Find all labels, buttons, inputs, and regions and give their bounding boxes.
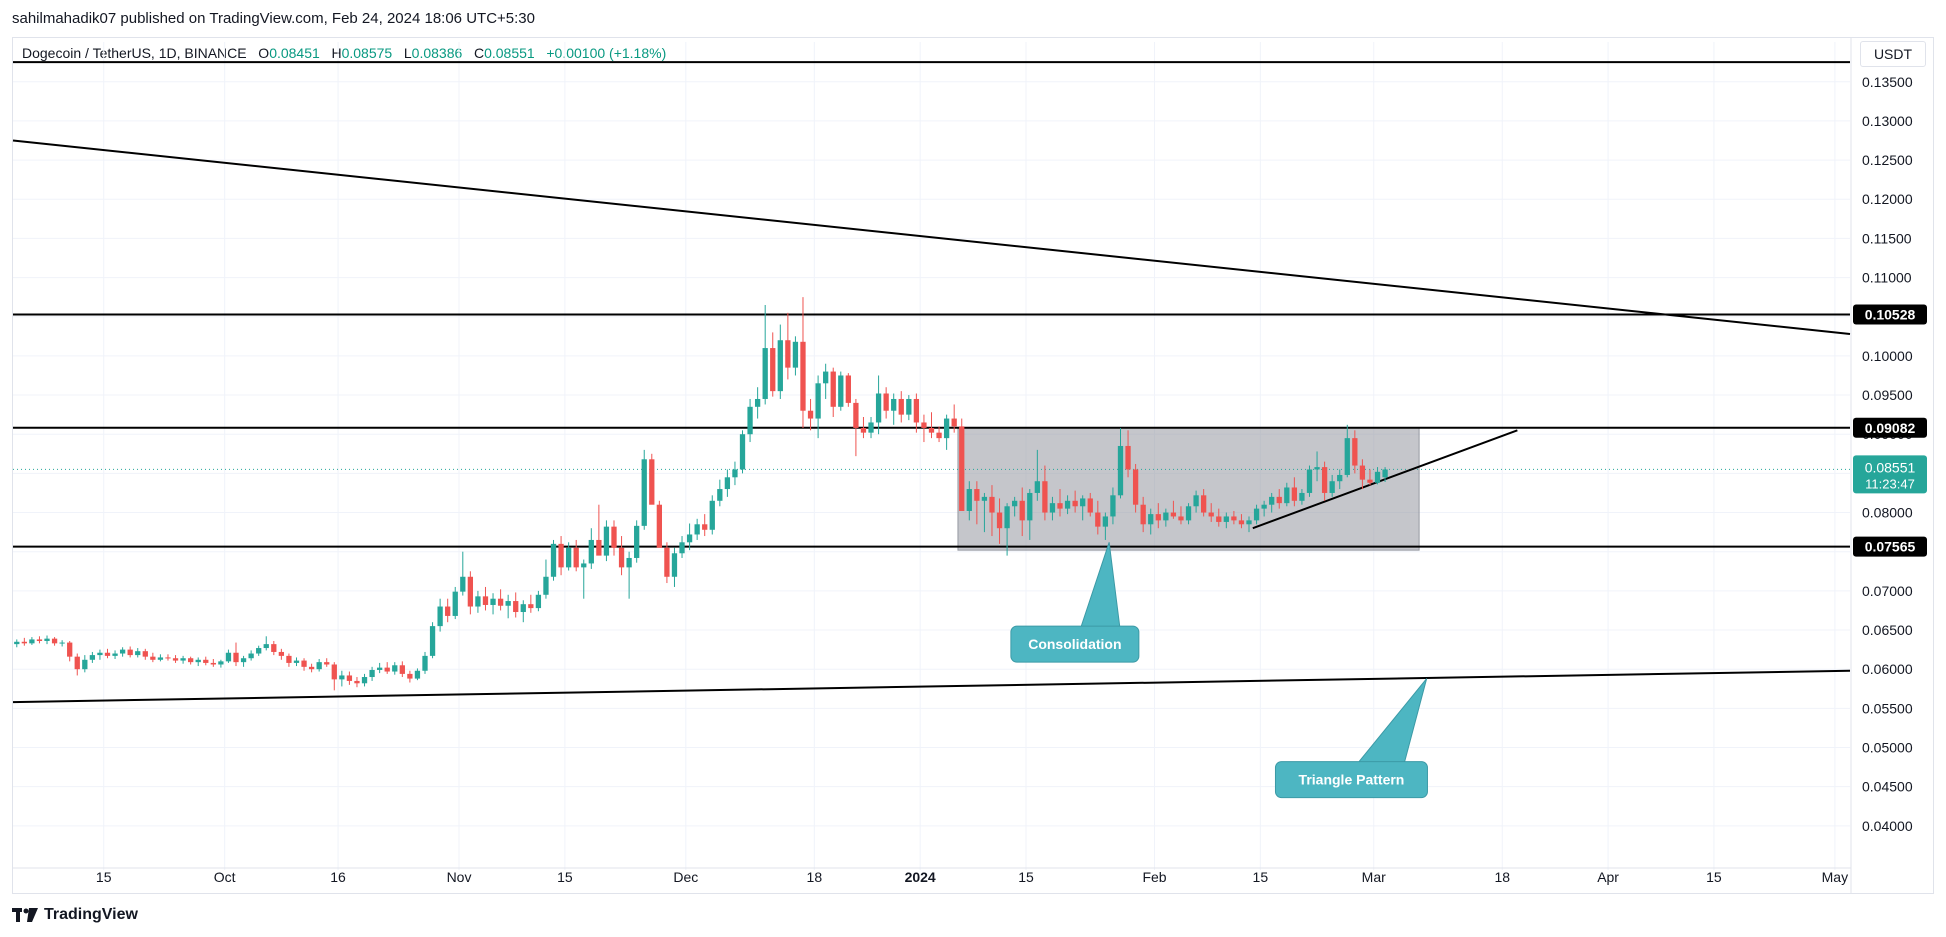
tradingview-logo[interactable]: TradingView [12,906,138,924]
chart-frame [12,37,1934,894]
legend-high-label: H [331,45,342,61]
legend-open: 0.08451 [269,45,320,61]
legend-change: +0.00100 (+1.18%) [546,45,667,61]
legend-open-label: O [258,45,270,61]
currency-button[interactable]: USDT [1860,41,1926,67]
legend-low: 0.08386 [411,45,463,61]
legend-close-label: C [473,45,485,61]
legend-high: 0.08575 [341,45,393,61]
legend-low-label: L [403,45,412,61]
symbol-legend: Dogecoin / TetherUS, 1D, BINANCE O0.0845… [22,45,666,61]
tradingview-logo-icon [12,908,38,922]
publisher-line: sahilmahadik07 published on TradingView.… [12,10,535,27]
legend-symbol[interactable]: Dogecoin / TetherUS, 1D, BINANCE [22,45,247,61]
tradingview-logo-text: TradingView [44,906,138,923]
legend-close: 0.08551 [484,45,535,61]
